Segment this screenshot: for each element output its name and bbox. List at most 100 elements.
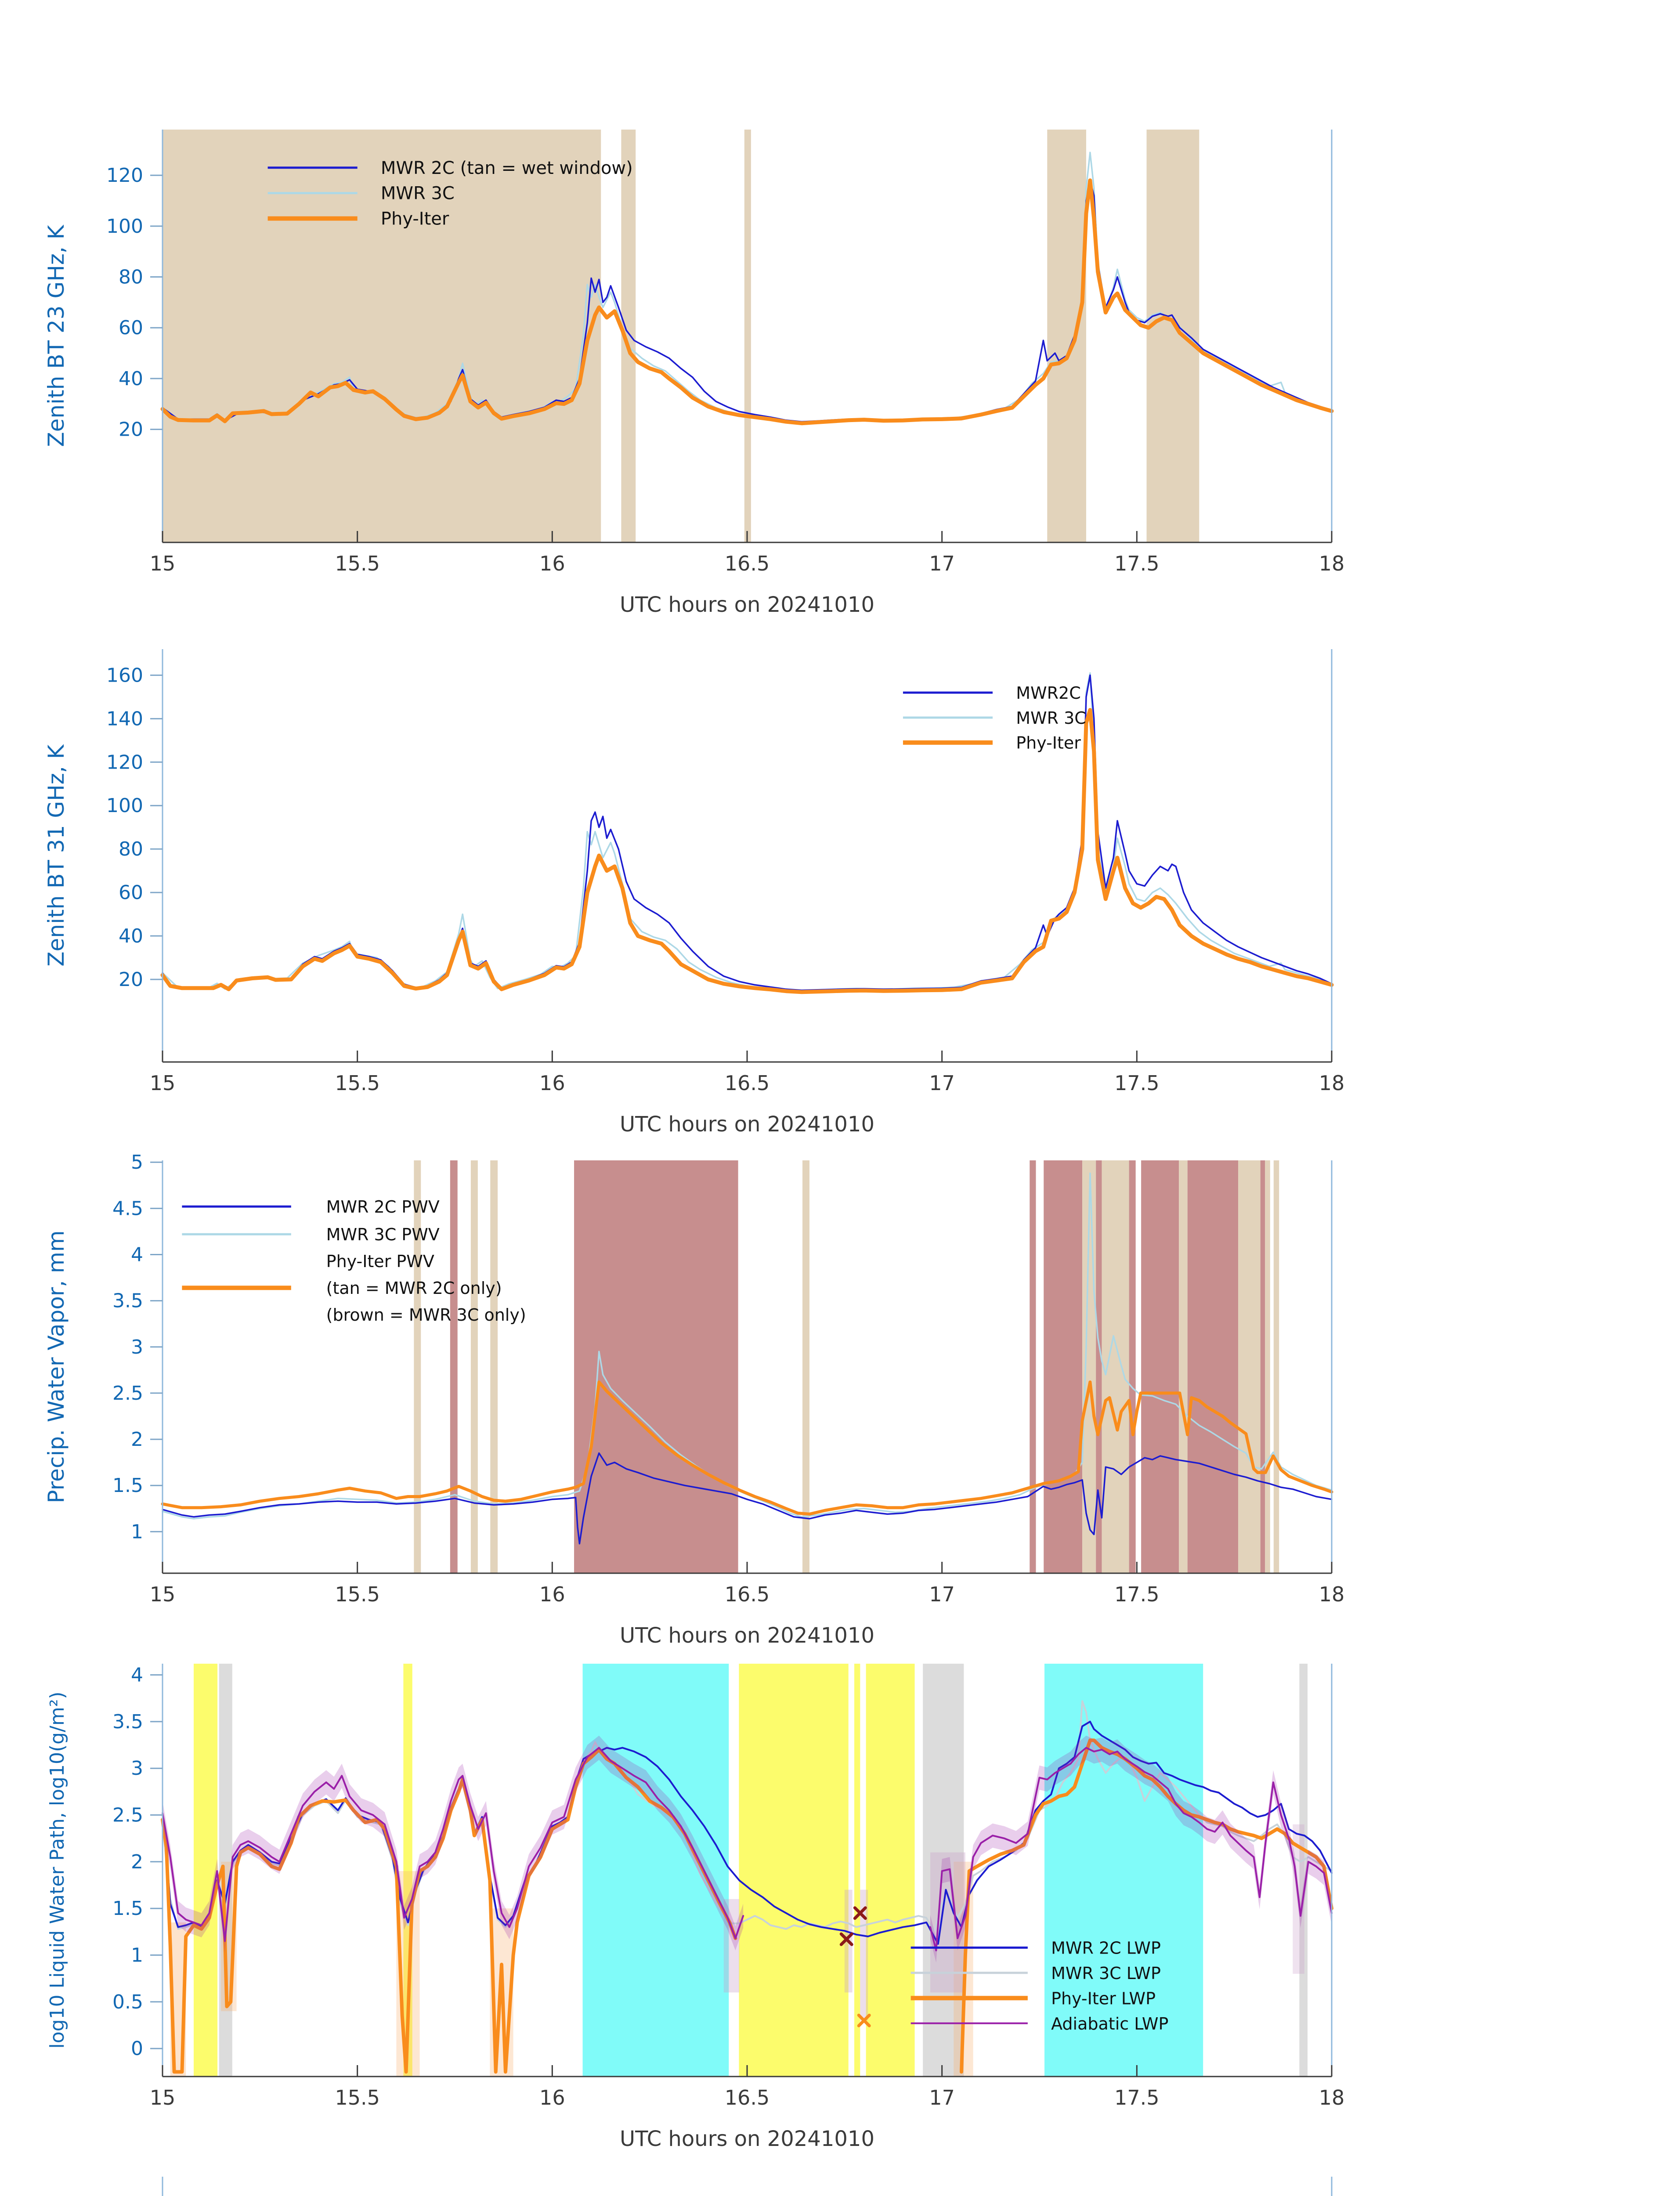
pwv-band-brown	[1129, 1160, 1136, 1573]
pwv-xtick-label: 17.5	[1114, 1582, 1159, 1606]
pwv-legend-label: (tan = MWR 2C only)	[326, 1279, 502, 1298]
bt31-ytick-label: 20	[119, 968, 143, 991]
bt31-legend: MWR2C MWR 3C Phy-Iter	[903, 683, 1086, 753]
lwp-series-band-adiabatic-lwp	[163, 1735, 744, 1954]
pwv-band-brown	[450, 1160, 458, 1573]
pwv-xlabel: UTC hours on 20241010	[620, 1623, 874, 1648]
pwv-xtick-label: 15.5	[335, 1582, 379, 1606]
pwv-band-tan	[470, 1160, 478, 1573]
pwv-band-brown	[1030, 1160, 1036, 1573]
pwv-series-mwr-2c-pwv	[162, 1452, 1333, 1545]
pwv-xtick-label: 17	[929, 1582, 955, 1606]
pwv-series-phy-iter-pwv	[161, 1380, 1333, 1516]
bt23-legend-label: MWR 2C (tan = wet window)	[381, 158, 633, 178]
bt31-xlabel: UTC hours on 20241010	[620, 1112, 874, 1137]
pwv-band-tan	[802, 1160, 809, 1573]
bt31-xtick-label: 17	[929, 1071, 955, 1095]
lwp-xtick-label: 17.5	[1114, 2086, 1159, 2109]
bt31-legend-label: MWR2C	[1016, 683, 1080, 703]
bt31-xtick-label: 15.5	[335, 1071, 379, 1095]
bt23-band-tan	[1146, 130, 1199, 542]
bt23-xtick-label: 18	[1319, 552, 1345, 575]
lwp-series-phy-iter-lwp	[960, 1738, 1333, 2074]
bt31-ytick-label: 160	[106, 664, 143, 686]
lwp-x-marker	[857, 2013, 871, 2027]
bt31-ytick-label: 80	[119, 838, 143, 860]
lwp-xtick-label: 16.5	[725, 2086, 770, 2109]
pwv-band-brown	[1260, 1160, 1265, 1573]
bt31-xtick-label: 16	[539, 1071, 565, 1095]
bt23-xtick-label: 16.5	[725, 552, 770, 575]
pwv-ytick-label: 5	[131, 1151, 143, 1174]
bt23-ytick-label: 20	[119, 419, 143, 441]
lwp-x-marker	[853, 1906, 867, 1920]
pwv-xtick-label: 16	[539, 1582, 565, 1606]
lwp-ytick-label: 3	[131, 1757, 143, 1780]
pwv-band-tan	[490, 1160, 498, 1573]
pwv-ytick-label: 1	[131, 1521, 143, 1543]
lwp-band-yellow	[866, 1664, 915, 2077]
pwv-legend: MWR 2C PWV MWR 3C PWV Phy-Iter PWV (tan = M…	[182, 1197, 526, 1325]
lwp-ytick-label: 2	[131, 1851, 143, 1873]
pwv-ytick-label: 4.5	[112, 1197, 143, 1220]
bt31-ytick-label: 120	[106, 751, 143, 773]
lwp-ytick-label: 4	[131, 1664, 143, 1687]
bt31-xtick-label: 17.5	[1114, 1071, 1159, 1095]
lwp-xtick-label: 15.5	[335, 2086, 379, 2109]
lwp-ytick-label: 0.5	[112, 1991, 143, 2013]
bt31-xtick-label: 16.5	[725, 1071, 770, 1095]
lwp-legend-label: MWR 2C LWP	[1051, 1939, 1161, 1958]
bt23-xtick-label: 17	[929, 552, 955, 575]
pwv-ytick-label: 4	[131, 1243, 143, 1266]
lwp-band-cyan	[1044, 1664, 1203, 2077]
bt23-xlabel: UTC hours on 20241010	[620, 592, 874, 617]
pwv-xtick-label: 18	[1319, 1582, 1345, 1606]
bt23-band-tan	[1047, 130, 1086, 542]
lwp-xtick-label: 15	[150, 2086, 176, 2109]
lwp-uncertainty-flare	[860, 1889, 868, 2021]
lwp-legend: MWR 2C LWP MWR 3C LWP Phy-Iter LWP Adiabati…	[910, 1939, 1168, 2033]
lwp-ytick-label: 3.5	[112, 1711, 143, 1733]
pwv-ylabel: Precip. Water Vapor, mm	[43, 1230, 69, 1503]
pwv-xtick-label: 15	[150, 1582, 176, 1606]
bt23-ytick-label: 100	[106, 215, 143, 238]
bt23-xtick-label: 16	[539, 552, 565, 575]
panel-bt23: 20 40 60 80 100 120 15 15.5 16 16.5 17 17.5 18 Zenith…	[43, 130, 1344, 617]
bt31-xtick-label: 15	[150, 1071, 176, 1095]
bt23-ytick-label: 120	[106, 164, 143, 187]
pwv-ytick-label: 2	[131, 1428, 143, 1451]
lwp-ytick-label: 1	[131, 1944, 143, 1967]
pwv-legend-label: Phy-Iter PWV	[326, 1252, 434, 1271]
pwv-xtick-label: 16.5	[725, 1582, 770, 1606]
pwv-legend-label: (brown = MWR 3C only)	[326, 1305, 526, 1325]
bt31-series-mwr-3c	[162, 672, 1333, 992]
lwp-ytick-label: 0	[131, 2037, 143, 2060]
lwp-band-grayband	[1299, 1664, 1308, 2077]
bt31-series-mwr2c	[162, 674, 1333, 991]
lwp-legend-label: MWR 3C LWP	[1051, 1964, 1161, 1983]
lwp-ytick-label: 1.5	[112, 1897, 143, 1920]
bt23-xtick-label: 15.5	[335, 552, 379, 575]
bt31-series-phy-iter	[160, 708, 1334, 994]
bt23-band-tan	[744, 130, 751, 542]
bt23-series-phy-iter	[160, 178, 1334, 426]
lwp-band-yellow	[854, 1664, 860, 2077]
pwv-band-tan	[1102, 1160, 1129, 1573]
lwp-xtick-label: 17	[929, 2086, 955, 2109]
pwv-band-tan	[1273, 1160, 1279, 1573]
lwp-x-marker	[839, 1932, 853, 1946]
bt31-ylabel: Zenith BT 31 GHz, K	[43, 744, 69, 966]
bt23-legend: MWR 2C (tan = wet window) MWR 3C Phy-Iter	[267, 158, 633, 229]
bt23-ytick-label: 40	[119, 368, 143, 390]
panel-pwv: 1 1.5 2 2.5 3 3.5 4 4.5 5 15 15.5 16 16.5 17 17.5 18 Pre…	[43, 1151, 1344, 1648]
lwp-legend-label: Phy-Iter LWP	[1051, 1989, 1156, 2008]
bt31-legend-label: Phy-Iter	[1016, 733, 1081, 753]
lwp-series-adiabatic-lwp	[162, 1747, 744, 1942]
lwp-xtick-label: 16	[539, 2086, 565, 2109]
bt23-ylabel: Zenith BT 23 GHz, K	[43, 224, 69, 447]
bt23-legend-label: MWR 3C	[381, 184, 455, 204]
pwv-band-tan	[1238, 1160, 1261, 1573]
pwv-series-mwr-3c-pwv	[162, 1172, 1333, 1520]
